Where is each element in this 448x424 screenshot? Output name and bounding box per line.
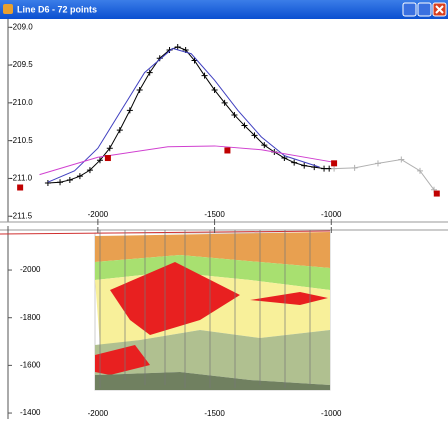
y-tick-label: -211.0 xyxy=(10,174,33,183)
y-tick-label: -210.0 xyxy=(10,98,33,107)
page: Line D6 - 72 points -209.0 -209.5 -210.0 -2… xyxy=(0,0,448,424)
y-tick-label: -209.0 xyxy=(10,22,33,31)
y-tick-label: -209.5 xyxy=(10,60,33,69)
minimize-button[interactable] xyxy=(403,3,416,16)
section-x-tick-label: -1000 xyxy=(321,409,342,418)
point-marker xyxy=(224,147,230,153)
point-marker xyxy=(434,191,440,197)
x-tick-label: -1500 xyxy=(204,210,225,219)
app-icon xyxy=(3,4,13,14)
window-title: Line D6 - 72 points xyxy=(17,4,97,14)
point-marker xyxy=(331,160,337,166)
point-marker xyxy=(105,155,111,161)
section-y-tick-label: -2000 xyxy=(20,265,41,274)
section-x-tick-label: -1500 xyxy=(204,409,225,418)
section-x-tick-label: -2000 xyxy=(88,409,109,418)
app-window: Line D6 - 72 points -209.0 -209.5 -210.0 -2… xyxy=(0,0,448,419)
section-y-tick-label: -1600 xyxy=(20,360,41,369)
maximize-button[interactable] xyxy=(418,3,431,16)
x-tick-label: -1000 xyxy=(321,210,342,219)
y-tick-label: -210.5 xyxy=(10,136,33,145)
section-y-tick-label: -1400 xyxy=(20,408,41,417)
x-tick-label: -2000 xyxy=(88,210,109,219)
section-y-tick-label: -1800 xyxy=(20,313,41,322)
point-marker xyxy=(17,185,23,191)
y-tick-label: -211.5 xyxy=(10,211,33,220)
